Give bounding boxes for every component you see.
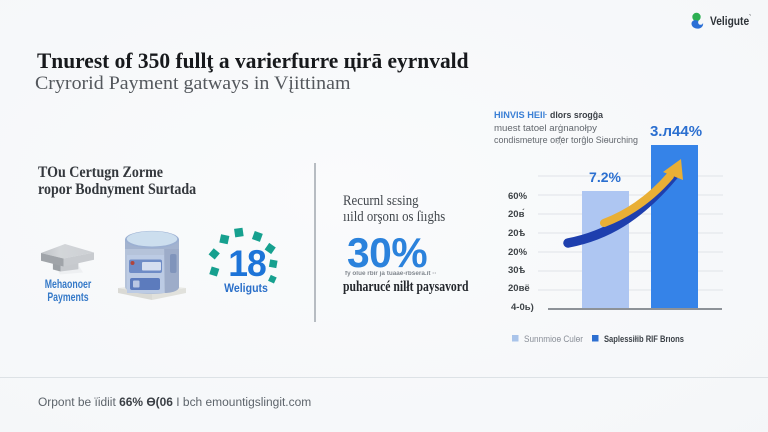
svg-text:7.2%: 7.2% xyxy=(589,169,621,185)
svg-text:dlors srοgĝa: dlors srοgĝa xyxy=(550,110,604,121)
svg-text:20%: 20% xyxy=(508,247,528,258)
svg-text:20вё: 20вё xyxy=(508,283,530,294)
svg-text:HINVIS HEIŀ: HINVIS HEIŀ xyxy=(494,110,547,121)
svg-text:3.л44%: 3.л44% xyxy=(650,123,702,140)
svg-text:30ѣ: 30ѣ xyxy=(508,265,526,276)
svg-text:Sunnmioө Culөr: Sunnmioө Culөr xyxy=(524,334,583,344)
svg-text:20ѣ: 20ѣ xyxy=(508,228,526,239)
svg-text:4-0ь): 4-0ь) xyxy=(511,302,534,313)
svg-text:60%: 60% xyxy=(508,191,528,202)
svg-text:Saplessiłib RIF Brıons: Saplessiłib RIF Brıons xyxy=(604,334,684,344)
svg-text:condismetuŗe orf҉er torĝlo Siө: condismetuŗe orf҉er torĝlo Siөurching xyxy=(494,135,638,145)
svg-text:20в́: 20в́ xyxy=(508,208,525,220)
svg-text:muest tatoel arġnanołрy: muest tatoel arġnanołрy xyxy=(494,123,598,133)
